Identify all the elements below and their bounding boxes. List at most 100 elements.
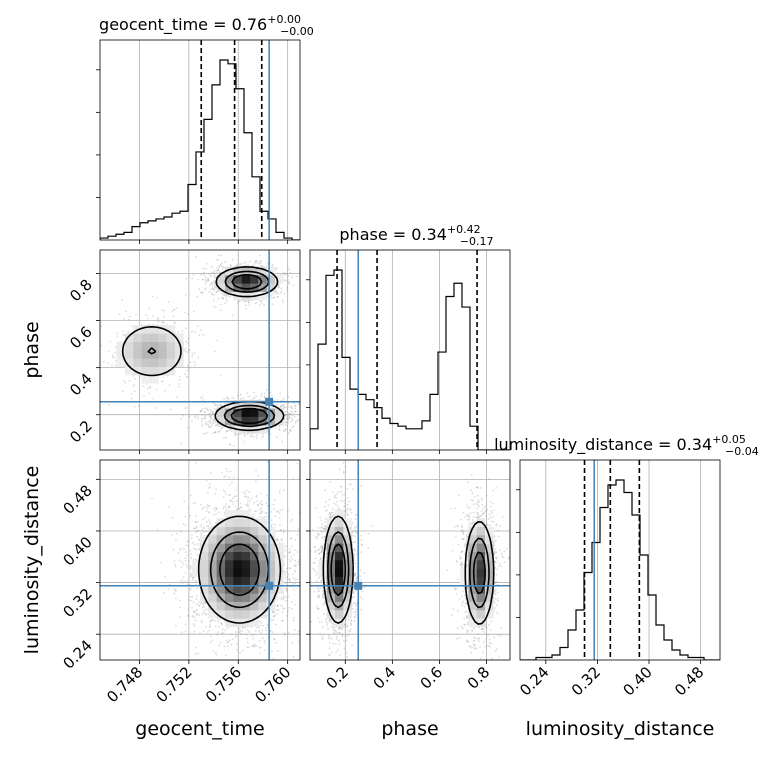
sample-point: [202, 399, 205, 401]
sample-point: [282, 272, 285, 275]
grid-lines: [545, 460, 702, 660]
sample-point: [313, 431, 315, 433]
sample-point: [283, 607, 286, 610]
sample-point: [239, 633, 242, 635]
sample-point: [294, 410, 297, 413]
sample-point: [239, 393, 242, 396]
sample-point: [209, 411, 212, 414]
sample-point: [292, 655, 295, 658]
sample-point: [193, 625, 196, 627]
sample-point: [160, 380, 163, 383]
sample-point: [194, 331, 197, 334]
sample-point: [230, 430, 233, 432]
sample-point: [210, 288, 212, 290]
sample-point: [202, 272, 204, 275]
sample-point: [238, 300, 241, 303]
sample-point: [216, 267, 219, 269]
sample-point: [225, 431, 227, 433]
sample-point: [293, 415, 296, 418]
axes-frame: [99, 39, 301, 241]
sample-point: [121, 390, 124, 393]
sample-point: [200, 417, 203, 420]
sample-point: [292, 617, 295, 619]
sample-point: [228, 428, 231, 431]
sample-point: [227, 295, 230, 297]
sample-point: [209, 415, 212, 418]
sample-point: [209, 416, 212, 418]
sample-point: [125, 310, 127, 313]
density-cell: [116, 341, 126, 351]
sample-point: [274, 292, 277, 295]
sample-point: [295, 420, 297, 423]
sample-point: [289, 567, 292, 570]
sample-point: [216, 269, 218, 272]
sample-point: [246, 500, 249, 503]
sample-point: [172, 309, 175, 311]
sample-point: [225, 436, 228, 439]
sample-point: [193, 630, 195, 633]
sample-point: [296, 551, 299, 554]
sample-point: [197, 415, 199, 418]
sample-point: [116, 335, 119, 338]
sample-point: [276, 295, 279, 298]
sample-point: [304, 407, 306, 409]
sample-point: [161, 321, 164, 323]
sample-point: [287, 415, 290, 417]
sample-point: [187, 349, 190, 352]
sample-point: [195, 527, 198, 529]
sample-point: [288, 414, 290, 417]
y-tick-label: 0.8: [66, 276, 96, 306]
density-cell: [141, 375, 151, 384]
sample-point: [205, 613, 208, 616]
sample-point: [242, 397, 245, 400]
sample-point: [248, 304, 251, 307]
sample-point: [214, 619, 216, 622]
sample-point: [186, 565, 189, 568]
sample-point: [207, 272, 210, 275]
sample-point: [204, 417, 207, 420]
density-cell: [225, 266, 234, 276]
sample-point: [272, 615, 275, 618]
sample-point: [185, 375, 188, 378]
sample-point: [270, 619, 273, 622]
sample-point: [114, 346, 117, 349]
sample-point: [283, 418, 286, 421]
sample-point: [219, 429, 222, 432]
sample-point: [90, 323, 92, 325]
sample-point: [287, 402, 290, 405]
sample-point: [184, 515, 187, 518]
sample-point: [201, 407, 204, 410]
sample-point: [177, 383, 180, 385]
sample-point: [254, 629, 257, 632]
sample-point: [276, 613, 278, 616]
sample-point: [152, 315, 155, 318]
sample-point: [278, 428, 280, 431]
sample-point: [190, 589, 192, 591]
sample-point: [227, 627, 230, 630]
density-cell: [158, 366, 167, 376]
sample-point: [179, 548, 181, 551]
sample-point: [222, 293, 225, 296]
sample-point: [292, 411, 295, 414]
sample-point: [242, 491, 245, 493]
sample-point: [274, 427, 277, 430]
sample-point: [262, 516, 264, 519]
sample-point: [294, 407, 297, 410]
density-cell: [233, 266, 242, 276]
grid-lines: [139, 40, 289, 240]
sample-point: [180, 442, 183, 445]
sample-point: [272, 503, 275, 506]
sample-point: [289, 550, 292, 553]
density-cell: [125, 350, 134, 359]
sample-point: [193, 611, 195, 614]
sample-point: [238, 508, 241, 510]
sample-point: [161, 380, 164, 383]
sample-point: [195, 608, 198, 611]
sample-point: [274, 614, 276, 617]
sample-point: [149, 386, 151, 388]
density-cell: [266, 266, 276, 276]
sample-point: [212, 281, 215, 284]
sample-point: [260, 503, 263, 506]
sample-point: [208, 413, 211, 415]
